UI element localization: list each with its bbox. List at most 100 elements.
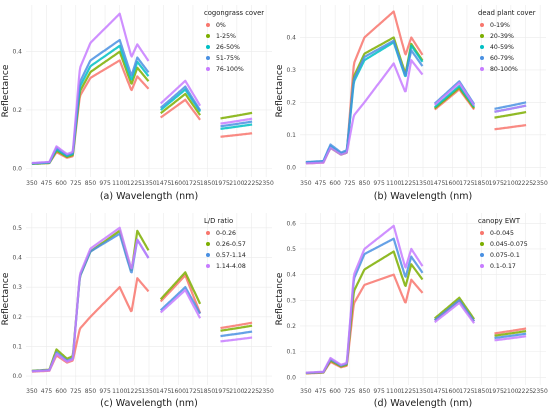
series-line <box>494 101 527 110</box>
series-line <box>159 286 202 315</box>
series-5 <box>31 12 253 165</box>
x-tick-label: 1975 <box>215 180 230 187</box>
y-axis-label: Reflectance <box>275 64 285 117</box>
legend-swatch <box>206 67 210 71</box>
y-tick-label: 0.6 <box>286 220 296 227</box>
y-tick-label: 0.4 <box>286 272 296 279</box>
series-line <box>220 132 253 138</box>
x-tick-label: 600 <box>329 180 341 187</box>
x-tick-label: 2350 <box>259 388 274 395</box>
y-tick-label: 0.4 <box>12 49 22 56</box>
x-tick-label: 2225 <box>244 180 259 187</box>
x-tick-label: 1350 <box>415 180 430 187</box>
chart-panel-1: 350 475 600 725 850 975 1100 1225 1350 1475 1600 17… <box>1 5 274 202</box>
x-tick-label: 1475 <box>430 180 445 187</box>
legend-label: 40-59% <box>490 44 514 51</box>
legend-swatch <box>206 34 210 38</box>
x-tick-label: 475 <box>41 388 53 395</box>
x-tick-label: 1600 <box>445 388 460 395</box>
series-line <box>433 299 476 322</box>
y-tick-label: 0.0 <box>286 164 296 171</box>
series-line <box>159 98 201 121</box>
legend-swatch <box>206 264 210 268</box>
series-line <box>494 332 527 340</box>
legend-title: dead plant cover <box>478 9 536 17</box>
x-tick-label: 1350 <box>141 388 156 395</box>
x-tick-label: 350 <box>300 388 312 395</box>
series-line <box>220 111 253 120</box>
legend-swatch <box>480 56 484 60</box>
legend: cogongrass cover 0% 1-25% 26-50% 51-75% 76-10… <box>204 9 264 73</box>
x-tick-label: 975 <box>373 180 385 187</box>
legend-label: 0.1-0.17 <box>490 263 516 270</box>
x-tick-label: 1725 <box>459 388 474 395</box>
series-line <box>220 120 253 128</box>
x-tick-label: 725 <box>70 388 82 395</box>
x-tick-label: 725 <box>344 388 356 395</box>
series-5 <box>305 59 527 165</box>
y-tick-label: 0.4 <box>286 34 296 41</box>
x-tick-label: 725 <box>344 180 356 187</box>
legend-swatch <box>480 23 484 27</box>
x-tick-label: 2225 <box>518 180 533 187</box>
series-line <box>433 296 476 320</box>
x-tick-label: 975 <box>99 388 111 395</box>
panel-caption: (b) Wavelength (nm) <box>374 191 473 202</box>
series-line <box>494 104 527 113</box>
series-line <box>305 224 424 374</box>
x-tick-label: 600 <box>55 388 67 395</box>
legend-label: 60-79% <box>490 55 514 62</box>
y-axis-label: Reflectance <box>1 64 11 117</box>
series-line <box>220 324 253 332</box>
x-tick-label: 1350 <box>141 180 156 187</box>
x-tick-label: 475 <box>41 180 53 187</box>
panel-caption: (c) Wavelength (nm) <box>100 398 198 409</box>
legend-swatch <box>480 253 484 257</box>
legend-swatch <box>480 231 484 235</box>
x-tick-label: 2100 <box>229 388 244 395</box>
y-tick-label: 0.3 <box>12 284 22 291</box>
y-tick-label: 0.3 <box>286 297 296 304</box>
x-tick-label: 2100 <box>229 180 244 187</box>
series-1 <box>305 273 527 375</box>
x-tick-label: 1725 <box>185 388 200 395</box>
chart-panel-2: 350 475 600 725 850 975 1100 1225 1350 1475 1600 17… <box>275 5 548 202</box>
y-axis-label: Reflectance <box>275 272 285 325</box>
x-tick-label: 1975 <box>489 180 504 187</box>
x-tick-label: 350 <box>300 180 312 187</box>
series-1 <box>31 59 253 165</box>
series-line <box>494 330 527 337</box>
x-tick-label: 2350 <box>259 180 274 187</box>
x-tick-label: 1975 <box>489 388 504 395</box>
y-axis-label: Reflectance <box>1 272 11 325</box>
legend: canopy EWT 0-0.045 0.045-0.075 0.075-0.1 0.1… <box>478 217 528 270</box>
legend-title: cogongrass cover <box>204 9 264 17</box>
legend-label: 0-19% <box>490 22 510 29</box>
x-tick-label: 1225 <box>401 180 416 187</box>
series-line <box>434 301 476 324</box>
legend-label: 26-50% <box>216 44 240 51</box>
legend-swatch <box>480 264 484 268</box>
x-tick-label: 1100 <box>386 180 401 187</box>
x-tick-label: 2100 <box>503 180 518 187</box>
x-tick-label: 725 <box>70 180 82 187</box>
x-tick-label: 600 <box>55 180 67 187</box>
x-tick-label: 2100 <box>503 388 518 395</box>
legend-swatch <box>206 253 210 257</box>
x-tick-label: 850 <box>85 388 97 395</box>
x-tick-label: 350 <box>26 180 38 187</box>
legend-label: 0-0.26 <box>216 230 236 237</box>
legend: dead plant cover 0-19% 20-39% 40-59% 60-79% 8… <box>478 9 536 73</box>
x-tick-label: 850 <box>359 388 371 395</box>
legend-label: 76-100% <box>216 66 244 73</box>
y-tick-label: 0.1 <box>286 349 296 356</box>
chart-panel-4: 350 475 600 725 850 975 1100 1225 1350 1475 1600 17… <box>275 213 548 409</box>
x-tick-label: 600 <box>329 388 341 395</box>
series-line <box>159 289 202 319</box>
series-line <box>220 123 253 130</box>
series-line <box>220 321 253 330</box>
x-tick-label: 1725 <box>185 180 200 187</box>
x-tick-label: 1725 <box>459 180 474 187</box>
legend-label: 1-25% <box>216 33 236 40</box>
series-line <box>31 12 150 165</box>
